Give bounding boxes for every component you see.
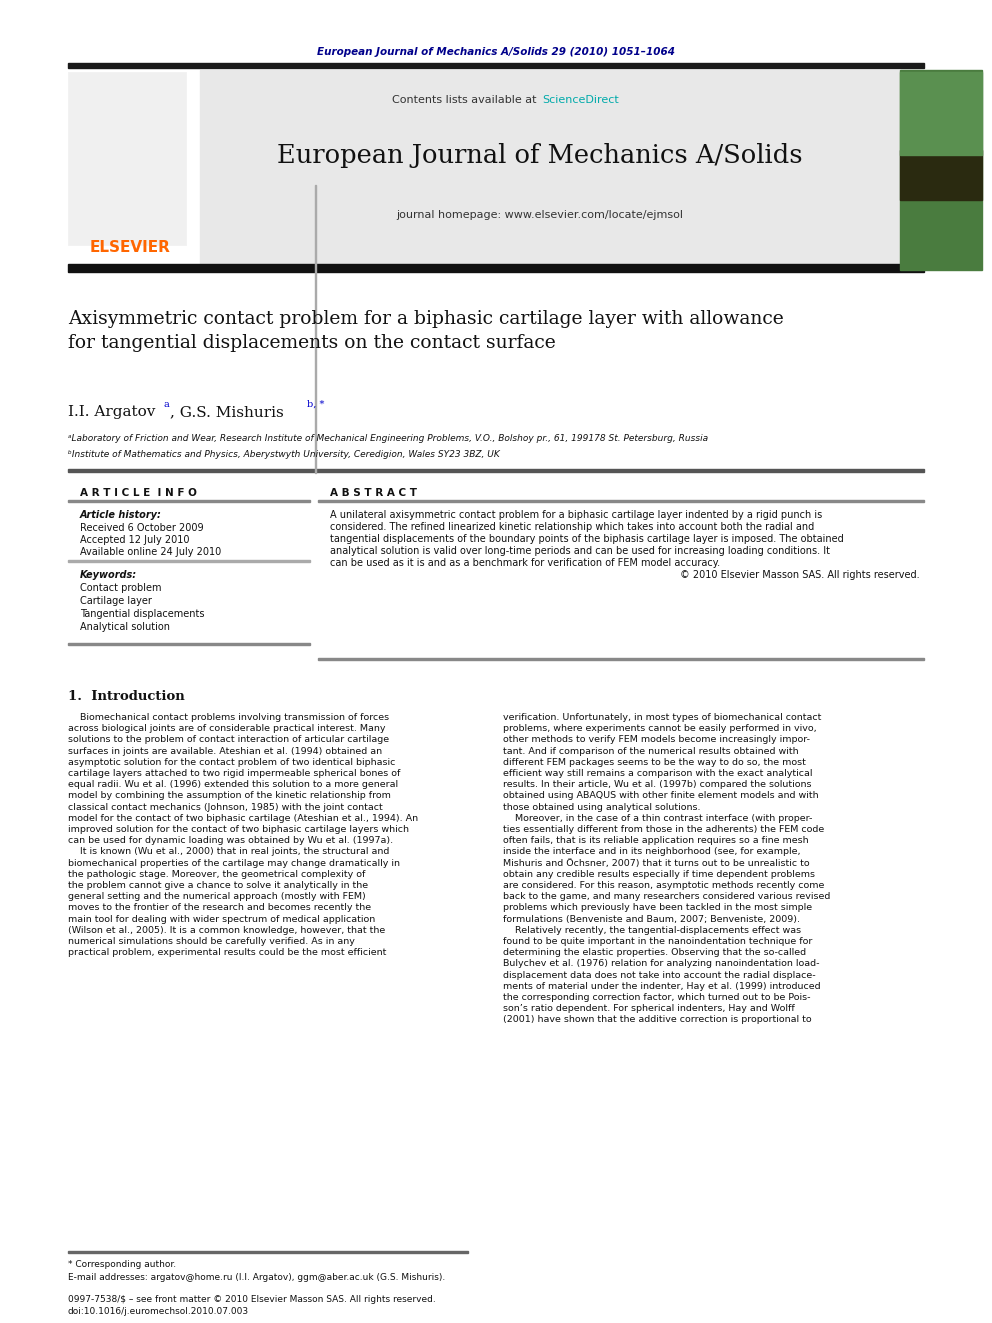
Text: moves to the frontier of the research and becomes recently the: moves to the frontier of the research an…	[68, 904, 371, 913]
Text: b, *: b, *	[307, 400, 324, 409]
Text: Tangential displacements: Tangential displacements	[80, 609, 204, 619]
Text: the problem cannot give a chance to solve it analytically in the: the problem cannot give a chance to solv…	[68, 881, 368, 890]
Text: Axisymmetric contact problem for a biphasic cartilage layer with allowance
for t: Axisymmetric contact problem for a bipha…	[68, 310, 784, 352]
Text: obtain any credible results especially if time dependent problems: obtain any credible results especially i…	[503, 869, 815, 878]
Text: formulations (Benveniste and Baum, 2007; Benveniste, 2009).: formulations (Benveniste and Baum, 2007;…	[503, 914, 800, 923]
Text: * Corresponding author.: * Corresponding author.	[68, 1259, 177, 1269]
Bar	[900, 70, 982, 270]
Text: results. In their article, Wu et al. (1997b) compared the solutions: results. In their article, Wu et al. (19…	[503, 781, 811, 790]
Text: general setting and the numerical approach (mostly with FEM): general setting and the numerical approa…	[68, 892, 366, 901]
Text: Accepted 12 July 2010: Accepted 12 July 2010	[80, 534, 189, 545]
Bar	[68, 500, 310, 501]
Text: ᵃLaboratory of Friction and Wear, Research Institute of Mechanical Engineering P: ᵃLaboratory of Friction and Wear, Resear…	[68, 434, 708, 443]
Text: main tool for dealing with wider spectrum of medical application: main tool for dealing with wider spectru…	[68, 914, 375, 923]
Bar	[900, 149, 982, 200]
Text: A R T I C L E  I N F O: A R T I C L E I N F O	[80, 488, 196, 497]
Text: model by combining the assumption of the kinetic relationship from: model by combining the assumption of the…	[68, 791, 391, 800]
Text: determining the elastic properties. Observing that the so-called: determining the elastic properties. Obse…	[503, 949, 806, 958]
Bar	[68, 265, 924, 273]
Text: ties essentially different from those in the adherents) the FEM code: ties essentially different from those in…	[503, 826, 824, 833]
Text: classical contact mechanics (Johnson, 1985) with the joint contact: classical contact mechanics (Johnson, 19…	[68, 803, 383, 811]
Text: across biological joints are of considerable practical interest. Many: across biological joints are of consider…	[68, 724, 386, 733]
Text: tangential displacements of the boundary points of the biphasis cartilage layer : tangential displacements of the boundary…	[330, 534, 844, 544]
Text: journal homepage: www.elsevier.com/locate/ejmsol: journal homepage: www.elsevier.com/locat…	[397, 210, 683, 220]
Text: Cartilage layer: Cartilage layer	[80, 595, 152, 606]
Text: are considered. For this reason, asymptotic methods recently come: are considered. For this reason, asympto…	[503, 881, 824, 890]
Text: ᵇInstitute of Mathematics and Physics, Aberystwyth University, Ceredigion, Wales: ᵇInstitute of Mathematics and Physics, A…	[68, 450, 500, 459]
Text: back to the game, and many researchers considered various revised: back to the game, and many researchers c…	[503, 892, 830, 901]
Text: ScienceDirect: ScienceDirect	[542, 95, 619, 105]
Text: a: a	[163, 400, 169, 409]
Bar	[68, 470, 924, 472]
Text: practical problem, experimental results could be the most efficient: practical problem, experimental results …	[68, 949, 386, 958]
Text: analytical solution is valid over long-time periods and can be used for increasi: analytical solution is valid over long-t…	[330, 546, 830, 556]
Text: Biomechanical contact problems involving transmission of forces: Biomechanical contact problems involving…	[68, 713, 389, 722]
Bar	[68, 62, 924, 67]
Text: Mishuris and Öchsner, 2007) that it turns out to be unrealistic to: Mishuris and Öchsner, 2007) that it turn…	[503, 859, 809, 868]
Text: (Wilson et al., 2005). It is a common knowledge, however, that the: (Wilson et al., 2005). It is a common kn…	[68, 926, 385, 935]
Text: equal radii. Wu et al. (1996) extended this solution to a more general: equal radii. Wu et al. (1996) extended t…	[68, 781, 398, 790]
Text: different FEM packages seems to be the way to do so, the most: different FEM packages seems to be the w…	[503, 758, 806, 767]
Text: inside the interface and in its neighborhood (see, for example,: inside the interface and in its neighbor…	[503, 848, 801, 856]
Text: Moreover, in the case of a thin contrast interface (with proper-: Moreover, in the case of a thin contrast…	[503, 814, 812, 823]
Text: Contact problem: Contact problem	[80, 583, 162, 593]
Text: Bulychev et al. (1976) relation for analyzing nanoindentation load-: Bulychev et al. (1976) relation for anal…	[503, 959, 819, 968]
Text: (2001) have shown that the additive correction is proportional to: (2001) have shown that the additive corr…	[503, 1015, 811, 1024]
Text: A unilateral axisymmetric contact problem for a biphasic cartilage layer indente: A unilateral axisymmetric contact proble…	[330, 509, 822, 520]
Text: 1.  Introduction: 1. Introduction	[68, 691, 185, 703]
Text: asymptotic solution for the contact problem of two identical biphasic: asymptotic solution for the contact prob…	[68, 758, 396, 767]
Text: can be used as it is and as a benchmark for verification of FEM model accuracy.: can be used as it is and as a benchmark …	[330, 558, 720, 568]
Text: ELSEVIER: ELSEVIER	[89, 241, 171, 255]
Text: improved solution for the contact of two biphasic cartilage layers which: improved solution for the contact of two…	[68, 826, 409, 833]
Bar	[900, 71, 982, 155]
Text: It is known (Wu et al., 2000) that in real joints, the structural and: It is known (Wu et al., 2000) that in re…	[68, 848, 390, 856]
Bar	[318, 500, 924, 501]
Text: Relatively recently, the tangential-displacements effect was: Relatively recently, the tangential-disp…	[503, 926, 802, 935]
Bar	[68, 643, 310, 646]
Text: European Journal of Mechanics A/Solids 29 (2010) 1051–1064: European Journal of Mechanics A/Solids 2…	[317, 48, 675, 57]
Text: ments of material under the indenter, Hay et al. (1999) introduced: ments of material under the indenter, Ha…	[503, 982, 820, 991]
Text: 0997-7538/$ – see front matter © 2010 Elsevier Masson SAS. All rights reserved.
: 0997-7538/$ – see front matter © 2010 El…	[68, 1295, 435, 1316]
Text: efficient way still remains a comparison with the exact analytical: efficient way still remains a comparison…	[503, 769, 812, 778]
Text: Analytical solution: Analytical solution	[80, 622, 170, 632]
Text: Article history:: Article history:	[80, 509, 162, 520]
Bar	[68, 560, 310, 562]
Text: considered. The refined linearized kinetic relationship which takes into account: considered. The refined linearized kinet…	[330, 523, 814, 532]
Bar	[315, 185, 316, 474]
Text: the corresponding correction factor, which turned out to be Pois-: the corresponding correction factor, whi…	[503, 994, 810, 1002]
Text: those obtained using analytical solutions.: those obtained using analytical solution…	[503, 803, 700, 811]
Text: E-mail addresses: argatov@home.ru (I.I. Argatov), ggm@aber.ac.uk (G.S. Mishuris): E-mail addresses: argatov@home.ru (I.I. …	[68, 1273, 445, 1282]
Text: A B S T R A C T: A B S T R A C T	[330, 488, 417, 497]
Text: found to be quite important in the nanoindentation technique for: found to be quite important in the nanoi…	[503, 937, 812, 946]
Text: Available online 24 July 2010: Available online 24 July 2010	[80, 546, 221, 557]
Text: Keywords:: Keywords:	[80, 570, 137, 579]
Text: son’s ratio dependent. For spherical indenters, Hay and Wolff: son’s ratio dependent. For spherical ind…	[503, 1004, 795, 1013]
Text: can be used for dynamic loading was obtained by Wu et al. (1997a).: can be used for dynamic loading was obta…	[68, 836, 393, 845]
Text: biomechanical properties of the cartilage may change dramatically in: biomechanical properties of the cartilag…	[68, 859, 400, 868]
Text: other methods to verify FEM models become increasingly impor-: other methods to verify FEM models becom…	[503, 736, 810, 745]
Text: Received 6 October 2009: Received 6 October 2009	[80, 523, 203, 533]
Text: I.I. Argatov: I.I. Argatov	[68, 405, 156, 419]
Text: model for the contact of two biphasic cartilage (Ateshian et al., 1994). An: model for the contact of two biphasic ca…	[68, 814, 418, 823]
Bar	[68, 71, 186, 245]
Text: problems, where experiments cannot be easily performed in vivo,: problems, where experiments cannot be ea…	[503, 724, 816, 733]
Text: tant. And if comparison of the numerical results obtained with: tant. And if comparison of the numerical…	[503, 746, 799, 755]
Text: verification. Unfortunately, in most types of biomechanical contact: verification. Unfortunately, in most typ…	[503, 713, 821, 722]
Text: the pathologic stage. Moreover, the geometrical complexity of: the pathologic stage. Moreover, the geom…	[68, 869, 365, 878]
Text: surfaces in joints are available. Ateshian et al. (1994) obtained an: surfaces in joints are available. Ateshi…	[68, 746, 382, 755]
Text: cartilage layers attached to two rigid impermeable spherical bones of: cartilage layers attached to two rigid i…	[68, 769, 401, 778]
Text: © 2010 Elsevier Masson SAS. All rights reserved.: © 2010 Elsevier Masson SAS. All rights r…	[681, 570, 920, 579]
Text: Contents lists available at: Contents lists available at	[392, 95, 540, 105]
Text: European Journal of Mechanics A/Solids: European Journal of Mechanics A/Solids	[277, 143, 803, 168]
Text: , G.S. Mishuris: , G.S. Mishuris	[170, 405, 284, 419]
Text: problems which previously have been tackled in the most simple: problems which previously have been tack…	[503, 904, 812, 913]
Bar	[318, 659, 924, 660]
Text: solutions to the problem of contact interaction of articular cartilage: solutions to the problem of contact inte…	[68, 736, 389, 745]
Bar	[200, 70, 900, 270]
Text: often fails, that is its reliable application requires so a fine mesh: often fails, that is its reliable applic…	[503, 836, 808, 845]
Text: numerical simulations should be carefully verified. As in any: numerical simulations should be carefull…	[68, 937, 355, 946]
Bar	[68, 1252, 468, 1253]
Text: displacement data does not take into account the radial displace-: displacement data does not take into acc…	[503, 971, 815, 979]
Text: obtained using ABAQUS with other finite element models and with: obtained using ABAQUS with other finite …	[503, 791, 818, 800]
